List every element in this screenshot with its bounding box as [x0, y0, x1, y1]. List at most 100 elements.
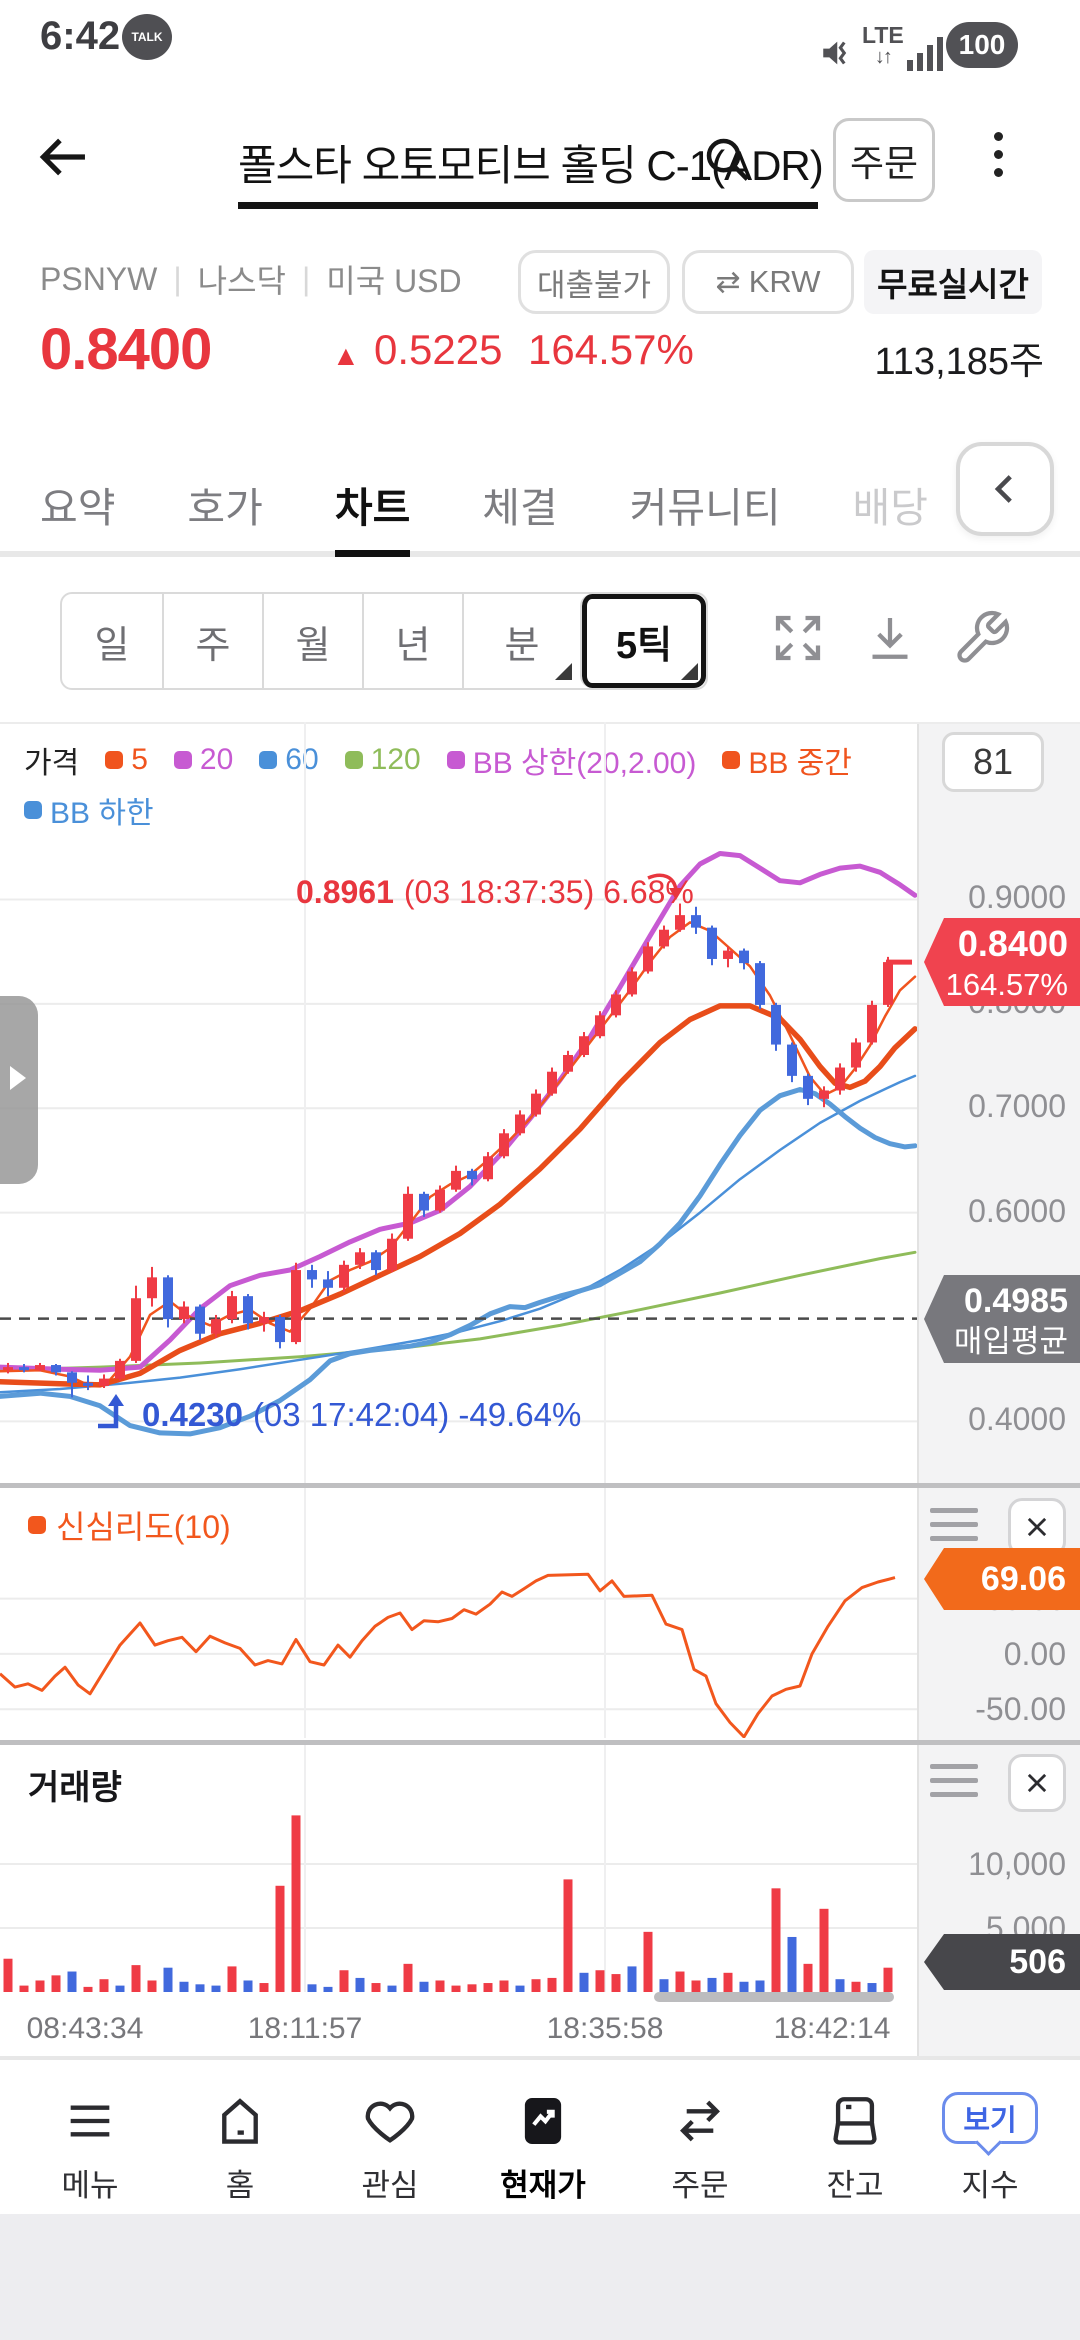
stock-meta: PSNYW | 나스닥 | 미국 USD [40, 256, 462, 302]
nav-item-홈[interactable]: 홈 [170, 2092, 310, 2203]
nav-label: 메뉴 [61, 2168, 119, 2203]
nav-label: 현재가 [500, 2168, 586, 2203]
legend-item-20: 20 [173, 743, 233, 777]
volume-panel-drag-handle[interactable] [930, 1764, 978, 1797]
lte-network-icon: LTE ↓↑ [862, 22, 904, 68]
loan-unavailable-badge: 대출불가 [518, 250, 670, 314]
tab-체결[interactable]: 체결 [482, 485, 558, 531]
tab-커뮤니티[interactable]: 커뮤니티 [629, 485, 781, 531]
legend-item-BB 중간: BB 중간 [722, 738, 852, 782]
view-index-bubble[interactable]: 보기 [942, 2092, 1038, 2144]
nav-label: 잔고 [826, 2168, 884, 2203]
price-change-percent: 164.57% [528, 326, 694, 373]
title-underline [238, 202, 818, 209]
panel-divider[interactable] [0, 1740, 1080, 1745]
kakaotalk-notification-icon: TALK [122, 14, 172, 60]
avg-purchase-badge: 0.4985 매입평균 [924, 1275, 1080, 1363]
home-icon [170, 2092, 310, 2154]
low-arrow-icon [92, 1392, 136, 1434]
volume-panel-close-button[interactable] [1008, 1754, 1066, 1812]
chevron-right-icon [10, 1066, 38, 1090]
chart-horizontal-scrollbar[interactable] [654, 1992, 894, 2002]
close-icon [1027, 1517, 1047, 1537]
nav-item-메뉴[interactable]: 메뉴 [20, 2092, 160, 2203]
wrench-icon [957, 610, 1010, 663]
psych-panel-close-button[interactable] [1008, 1498, 1066, 1556]
search-button[interactable] [700, 132, 754, 186]
back-button[interactable] [32, 126, 94, 188]
price-change: 0.5225 [374, 326, 503, 373]
high-arrow-icon [642, 866, 688, 910]
x-axis-label-08:43:34: 08:43:34 [26, 2012, 144, 2045]
download-button[interactable] [860, 608, 920, 668]
chart-settings-button[interactable] [952, 608, 1012, 668]
y-axis-label-0.4000: 0.4000 [968, 1401, 1066, 1437]
period-년[interactable]: 년 [362, 594, 462, 688]
y-axis-label-0.7000: 0.7000 [968, 1088, 1066, 1124]
dropdown-caret-icon [681, 663, 698, 680]
legend-item-120: 120 [344, 743, 421, 777]
market-currency: 미국 USD [326, 263, 462, 299]
psych-indicator-chart[interactable] [0, 1488, 917, 1738]
chart-legend: 가격 5 20 60 120 BB 상한(20,2.00) BB 중간 [24, 738, 904, 782]
nav-label: 관심 [361, 2168, 419, 2203]
price-up-arrow-icon: ▲ [332, 340, 360, 371]
legend-item-60: 60 [259, 743, 319, 777]
price-chart[interactable] [0, 722, 917, 1483]
legend-dot [28, 1516, 46, 1534]
order-button[interactable]: 주문 [833, 118, 935, 202]
period-일[interactable]: 일 [94, 624, 130, 667]
period-주[interactable]: 주 [162, 594, 262, 688]
x-axis-label-18:42:14: 18:42:14 [773, 2012, 891, 2045]
period-5틱[interactable]: 5틱 [580, 594, 706, 688]
expand-icon [775, 615, 821, 661]
psych-value-badge: 69.06 [924, 1548, 1080, 1610]
current-price-badge: 0.8400 164.57% [924, 918, 1080, 1006]
nav-label: 주문 [671, 2168, 729, 2203]
y-axis-label-0.6000: 0.6000 [968, 1193, 1066, 1229]
period-분[interactable]: 분 [462, 594, 580, 688]
tab-요약[interactable]: 요약 [40, 485, 116, 531]
nav-item-현재가[interactable]: 현재가 [473, 2092, 613, 2203]
volume-axis-label-10,000: 10,000 [968, 1846, 1066, 1882]
panel-divider[interactable] [0, 1483, 1080, 1488]
nav-label: 홈 [225, 2168, 255, 2203]
tab-bar: 요약 호가 차트 체결 커뮤니티 배당 [40, 468, 928, 557]
tabs-collapse-button[interactable] [956, 442, 1054, 536]
chart-side-panel-handle[interactable] [0, 996, 38, 1184]
more-menu-button[interactable] [994, 132, 1003, 177]
ticker: PSNYW [40, 260, 158, 297]
nav-item-잔고[interactable]: 잔고 [785, 2092, 925, 2203]
psych-panel-drag-handle[interactable] [930, 1508, 978, 1541]
legend-item-BB 상한(20,2.00): BB 상한(20,2.00) [446, 738, 696, 782]
x-axis-label-18:11:57: 18:11:57 [247, 2012, 363, 2045]
tick-count-box: 81 [942, 732, 1044, 792]
tab-호가[interactable]: 호가 [187, 485, 263, 531]
fullscreen-button[interactable] [768, 608, 828, 668]
price-icon [473, 2092, 613, 2154]
chevron-left-icon [994, 475, 1012, 503]
stock-title: 폴스타 오토모티브 홀딩 C-1(ADR) [238, 142, 824, 189]
tabs-divider [0, 551, 1080, 557]
nav-item-관심[interactable]: 관심 [320, 2092, 460, 2203]
legend-dot [105, 751, 124, 769]
volume-chart[interactable] [0, 1745, 917, 1992]
legend-dot [173, 751, 192, 769]
legend-dot [259, 751, 278, 769]
realtime-badge: 무료실시간 [864, 250, 1042, 314]
volume-value-badge: 506 [924, 1934, 1080, 1990]
nav-label: 지수 [961, 2168, 1019, 2203]
period-월[interactable]: 월 [262, 594, 362, 688]
low-price-marker: 0.4230 (03 17:42:04) -49.64% [142, 1396, 582, 1433]
psych-axis-label--50.00: -50.00 [975, 1691, 1066, 1727]
currency-toggle-button[interactable]: ⇄ KRW [682, 250, 854, 314]
menu-icon [20, 2092, 160, 2154]
volume-panel-title: 거래량 [28, 1769, 122, 1807]
legend-item-BB 하한: BB 하한 [24, 788, 154, 832]
legend-item-5: 5 [105, 743, 148, 777]
nav-item-주문[interactable]: 주문 [630, 2092, 770, 2203]
tab-차트[interactable]: 차트 [334, 468, 411, 557]
tab-배당[interactable]: 배당 [852, 485, 928, 531]
